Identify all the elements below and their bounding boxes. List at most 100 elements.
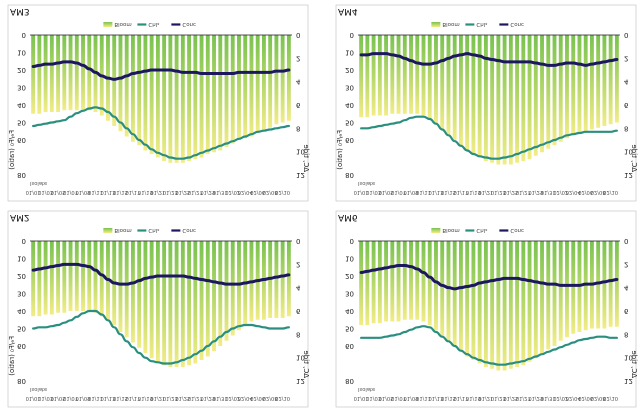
y-left-tick-label: 0: [22, 31, 26, 39]
bar-01-08: [402, 241, 407, 320]
bar-01-16: [124, 35, 129, 137]
x-tick-label: 01/23: [491, 189, 506, 195]
bar-01-06: [62, 241, 67, 313]
x-tick-label: 01/17: [125, 395, 140, 401]
bar-01-01: [359, 241, 364, 325]
y-left-tick-label: 60: [345, 136, 354, 144]
panel-frame: [335, 210, 637, 408]
y-right-tick-label: 0: [296, 237, 300, 245]
legend-label: Conc: [182, 227, 196, 233]
x-tick-label: 01/07: [63, 189, 78, 195]
x-tick-label: 01/13: [429, 189, 444, 195]
bar-01-29: [205, 241, 210, 357]
y-right-tick-label: 4: [624, 284, 629, 292]
series-line-chla: [360, 115, 618, 160]
bar-01-29: [205, 35, 210, 154]
bar-01-31: [218, 35, 223, 151]
y-left-axis-label: Fₑ/F₀ (ratio): [8, 336, 16, 376]
x-tick-label: 02/06: [578, 189, 593, 195]
x-tick-label: 01/01: [26, 189, 41, 195]
bar-02-06: [255, 35, 260, 133]
x-tick-label: 01/19: [466, 189, 481, 195]
bar-01-30: [540, 35, 544, 153]
bar-01-26: [515, 241, 520, 367]
x-tick-label: 02/02: [553, 189, 568, 195]
x-tick-label: 02/10: [603, 395, 618, 401]
y-left-tick-label: 40: [17, 307, 26, 315]
bar-02-04: [571, 241, 576, 334]
x-tick-label: 01/03: [38, 395, 53, 401]
bar-01-07: [68, 241, 73, 311]
y-left-tick-label: 80: [345, 171, 354, 179]
x-tick-label: 01/23: [163, 189, 178, 195]
series-line-chla: [32, 309, 290, 365]
bar-01-24: [502, 35, 507, 165]
x-tick-label: 01/01: [354, 189, 369, 195]
bar-01-25: [180, 35, 185, 163]
series-line-conc: [359, 264, 619, 291]
series-line-conc: [359, 52, 619, 67]
y-left-axis-label: Fₑ/F₀ (ratio): [336, 130, 344, 170]
bar-01-27: [193, 241, 198, 364]
bar-01-21: [483, 35, 488, 161]
x-tick-label: 01/09: [76, 189, 91, 195]
y-right-tick-label: 0: [296, 31, 300, 39]
legend-swatch-bloom: [431, 228, 441, 233]
x-tick-label: 01/01: [26, 395, 41, 401]
x-tick-label: 01/19: [466, 395, 481, 401]
bar-01-31: [546, 241, 551, 350]
x-tick-label: 01/31: [541, 189, 556, 195]
x-tick-label: 01/11: [416, 189, 431, 195]
bar-01-26: [187, 35, 192, 161]
x-tick-label: 02/02: [553, 395, 568, 401]
bar-01-14: [440, 241, 445, 336]
bar-02-07: [589, 35, 594, 130]
bar-01-01: [31, 241, 36, 317]
x-tick-label: 01/17: [125, 189, 140, 195]
bar-01-24: [174, 35, 179, 163]
bar-01-10: [415, 241, 420, 320]
bar-02-11: [286, 35, 291, 121]
y-left-axis-label: Fₑ/F₀ (ratio): [8, 130, 16, 170]
bar-01-08: [402, 35, 407, 114]
bar-02-09: [274, 35, 279, 125]
y-right-tick-label: 0: [624, 237, 628, 245]
x-tick-label: 01/15: [441, 395, 456, 401]
y-right-tick-label: 12: [624, 171, 633, 179]
bar-01-03: [43, 35, 48, 112]
bar-01-06: [390, 241, 395, 322]
legend-label: Chlₐ: [476, 21, 487, 27]
bar-01-12: [427, 241, 432, 325]
x-tick-label: 02/10: [275, 189, 290, 195]
bar-01-22: [162, 35, 167, 161]
x-tick-label: 01/13: [429, 395, 444, 401]
series-line-conc: [31, 262, 291, 286]
x-tick-label: 02/02: [225, 395, 240, 401]
x-tick-label: 01/11: [88, 395, 103, 401]
bar-01-01: [31, 35, 36, 114]
x-tick-label: 02/04: [238, 189, 254, 195]
bar-01-15: [446, 241, 451, 341]
bar-01-12: [427, 35, 432, 119]
bar-01-28: [527, 35, 532, 160]
bar-02-10: [280, 35, 285, 123]
y-right-tick-label: 6: [624, 307, 629, 315]
bar-01-30: [540, 241, 544, 355]
y-left-tick-label: 10: [345, 255, 354, 263]
chart-panel-am6: 01/0101/0301/0501/0701/0901/1101/1301/15…: [335, 210, 638, 408]
y-right-tick-label: 12: [296, 377, 305, 385]
legend-swatch-bloom: [103, 22, 113, 27]
x-tick-label: 02/04: [238, 395, 254, 401]
bar-01-19: [471, 241, 476, 360]
bar-01-09: [409, 241, 413, 320]
x-tick-label: 01/25: [175, 189, 190, 195]
bar-01-17: [458, 35, 463, 146]
panel-frame: [7, 210, 309, 408]
series-line-chla: [360, 325, 618, 366]
legend-label: Bloom: [442, 227, 459, 233]
bar-01-20: [149, 241, 154, 359]
x-tick-label: 01/23: [163, 395, 178, 401]
bar-01-11: [421, 35, 426, 116]
bar-01-13: [434, 35, 438, 125]
bar-02-09: [602, 241, 607, 329]
